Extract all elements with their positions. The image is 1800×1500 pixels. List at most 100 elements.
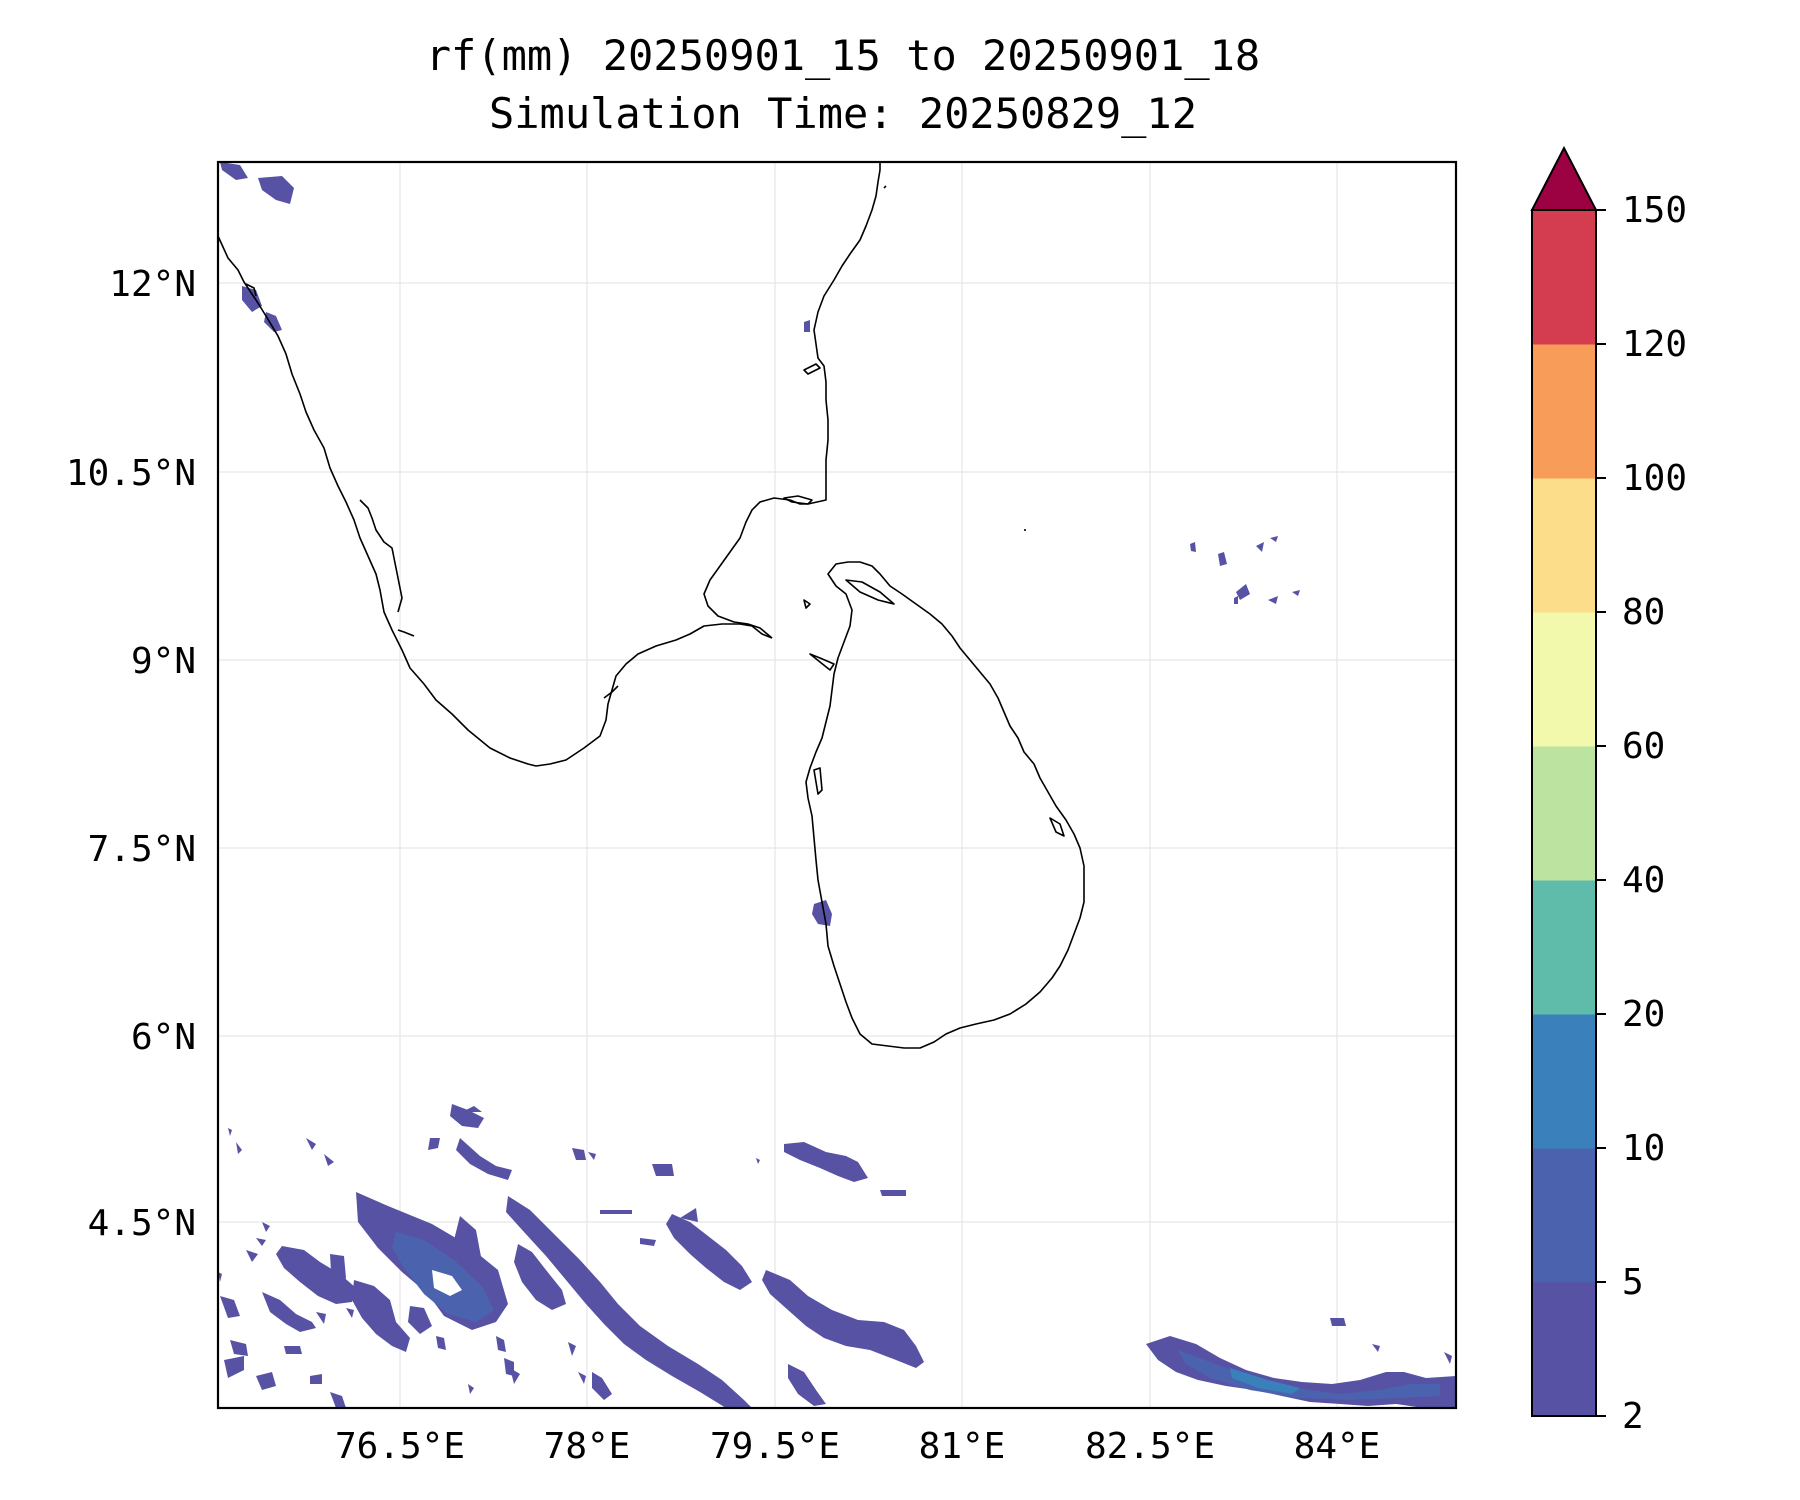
colorbar-tick-label: 2: [1622, 1396, 1644, 1437]
colorbar-tick-label: 40: [1622, 860, 1665, 901]
islet: [1049, 817, 1065, 837]
colorbar-ticks: 2 5 10 20 40 60 80 100 120 150: [1596, 190, 1687, 1437]
colorbar-tick-label: 150: [1622, 190, 1687, 231]
rain-band: [324, 1154, 334, 1166]
jaffna-lagoon: [845, 579, 895, 605]
map-frame: [216, 160, 1458, 1410]
lat-tick-label: 12°N: [109, 264, 196, 305]
india-east-coast-lower: [703, 497, 808, 639]
colorbar-segment: [1532, 1014, 1596, 1149]
rain-peak: [1230, 1368, 1300, 1394]
rain-band: [436, 1336, 446, 1350]
lat-tick-label: 4.5°N: [88, 1203, 196, 1244]
colorbar-tick-label: 100: [1622, 458, 1687, 499]
islet: [809, 653, 835, 671]
rain-band: [1330, 1318, 1346, 1326]
rain-band: [220, 1296, 240, 1318]
rain-blob: [812, 900, 832, 926]
colorbar-tick-label: 80: [1622, 592, 1665, 633]
rain-band: [592, 1372, 612, 1400]
rain-blob: [1236, 584, 1250, 600]
rain-band: [330, 1392, 346, 1408]
rain-band: [506, 1196, 752, 1408]
colorbar-tick-label: 10: [1622, 1128, 1665, 1169]
coastlines: [217, 162, 1085, 1049]
rain-band: [352, 1280, 410, 1352]
rain-band: [306, 1138, 316, 1150]
colorbar-segment: [1532, 478, 1596, 613]
lagoon: [803, 363, 821, 375]
colorbar-frame: [1531, 209, 1597, 1417]
inlet: [397, 629, 415, 637]
rain-band: [784, 1142, 868, 1182]
sri-lanka: [805, 561, 1085, 1049]
rain-band: [330, 1254, 346, 1292]
colorbar-tick-label: 5: [1622, 1262, 1644, 1303]
lon-tick-labels: 76.5°E 78°E 79.5°E 81°E 82.5°E 84°E: [335, 1426, 1380, 1467]
rain-band: [408, 1306, 432, 1334]
lon-tick-label: 79.5°E: [710, 1426, 840, 1467]
rain-blob: [220, 162, 248, 180]
rain-band: [450, 1104, 484, 1128]
colorbar-tick-label: 60: [1622, 726, 1665, 767]
rain-band: [496, 1336, 506, 1352]
lat-tick-labels: 12°N 10.5°N 9°N 7.5°N 6°N 4.5°N: [66, 264, 196, 1244]
rain-band: [310, 1374, 322, 1384]
rain-band: [578, 1372, 586, 1384]
lon-tick-label: 82.5°E: [1085, 1426, 1215, 1467]
rain-band: [284, 1346, 302, 1354]
rain-blob: [1190, 542, 1196, 552]
rain-band: [1444, 1352, 1452, 1364]
rain-band: [454, 1216, 482, 1270]
lagoon: [783, 495, 813, 505]
rain-band: [510, 1368, 520, 1384]
colorbar-segment: [1532, 612, 1596, 747]
rain-band: [880, 1190, 906, 1196]
rain-band: [262, 1292, 316, 1332]
rain-band: [1372, 1344, 1380, 1352]
rain-band: [256, 1372, 276, 1390]
rain-blob: [1218, 552, 1227, 566]
rain-band: [572, 1148, 586, 1160]
colorbar-segment: [1532, 746, 1596, 881]
rain-band: [640, 1238, 656, 1246]
rain-band: [468, 1384, 474, 1394]
rain-band: [428, 1138, 440, 1150]
rain-blob: [242, 286, 262, 312]
rain-band: [588, 1152, 596, 1160]
rainfall-contours-10-20: [1230, 1368, 1300, 1394]
rain-band: [680, 1208, 698, 1222]
rain-blob: [1270, 536, 1278, 542]
colorbar-segment: [1532, 1282, 1596, 1417]
inlet: [359, 499, 403, 613]
india-west-coast: [217, 235, 537, 767]
rain-band: [230, 1340, 248, 1356]
islet: [883, 185, 887, 189]
rain-band: [762, 1270, 924, 1368]
lon-tick-label: 81°E: [919, 1426, 1006, 1467]
inlet: [245, 283, 257, 297]
rain-band: [256, 1238, 266, 1246]
rain-blob: [1256, 542, 1264, 552]
colorbar-segment: [1532, 210, 1596, 345]
inlet: [603, 685, 619, 699]
india-east-coast: [807, 162, 881, 505]
islet: [803, 599, 811, 609]
rain-band: [568, 1342, 576, 1356]
rainfall-hole: [432, 1270, 462, 1296]
rain-blob: [258, 176, 294, 204]
rain-band: [456, 1138, 512, 1180]
rain-band: [246, 1250, 258, 1262]
rain-band: [262, 1222, 270, 1232]
rain-band: [236, 1142, 242, 1154]
colorbar-segment: [1532, 1148, 1596, 1283]
rain-band: [228, 1128, 232, 1136]
lat-tick-label: 6°N: [131, 1017, 196, 1058]
colorbar-tick-label: 20: [1622, 994, 1665, 1035]
lon-tick-label: 76.5°E: [335, 1426, 465, 1467]
rain-blob: [1268, 596, 1278, 604]
rain-blob: [1292, 590, 1300, 596]
rain-band: [514, 1244, 566, 1310]
rain-blob: [804, 320, 810, 332]
